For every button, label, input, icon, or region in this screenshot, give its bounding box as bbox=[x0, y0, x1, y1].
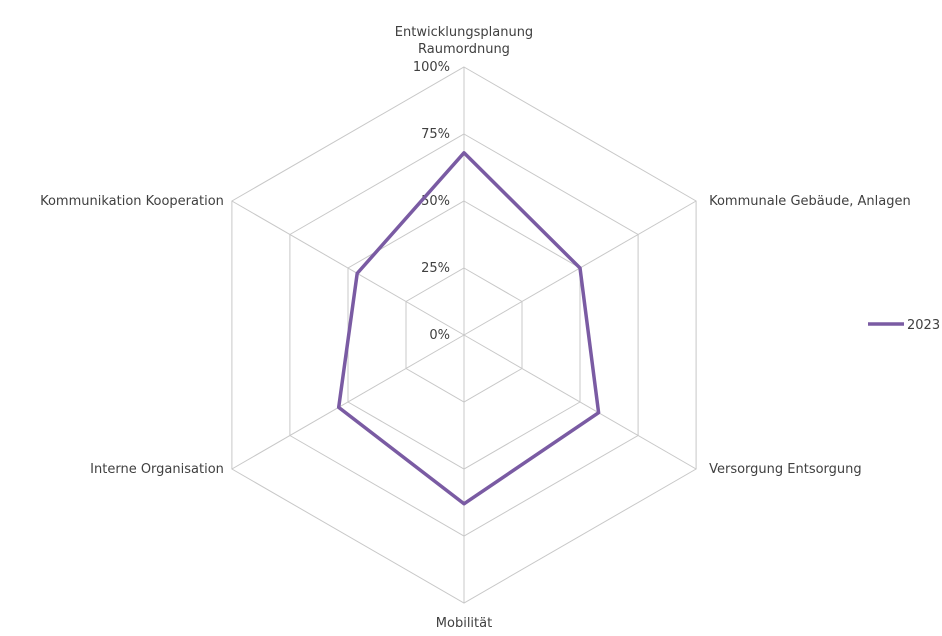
radar-grid bbox=[231, 66, 697, 604]
category-label: Interne Organisation bbox=[90, 462, 224, 477]
radar-tick-labels: 0% 25% 50% 75% 100% bbox=[413, 60, 450, 343]
grid-spoke bbox=[231, 200, 465, 336]
grid-spoke bbox=[231, 334, 465, 470]
grid-spoke bbox=[463, 334, 697, 470]
tick-label: 25% bbox=[421, 261, 450, 276]
category-label: Mobilität bbox=[436, 616, 492, 631]
tick-label: 75% bbox=[421, 127, 450, 142]
category-label: Versorgung Entsorgung bbox=[709, 462, 862, 477]
category-label: Entwicklungsplanung Raumordnung bbox=[395, 25, 533, 57]
tick-label: 100% bbox=[413, 60, 450, 75]
radar-category-labels: Entwicklungsplanung Raumordnung Kommunale … bbox=[40, 25, 911, 631]
legend: 2023 bbox=[868, 318, 940, 333]
category-label: Kommunikation Kooperation bbox=[40, 194, 224, 209]
series-line bbox=[336, 151, 601, 506]
tick-label: 50% bbox=[421, 194, 450, 209]
tick-label: 0% bbox=[429, 328, 450, 343]
radar-series bbox=[336, 151, 601, 506]
category-label: Kommunale Gebäude, Anlagen bbox=[709, 194, 911, 209]
legend-label: 2023 bbox=[907, 318, 940, 333]
